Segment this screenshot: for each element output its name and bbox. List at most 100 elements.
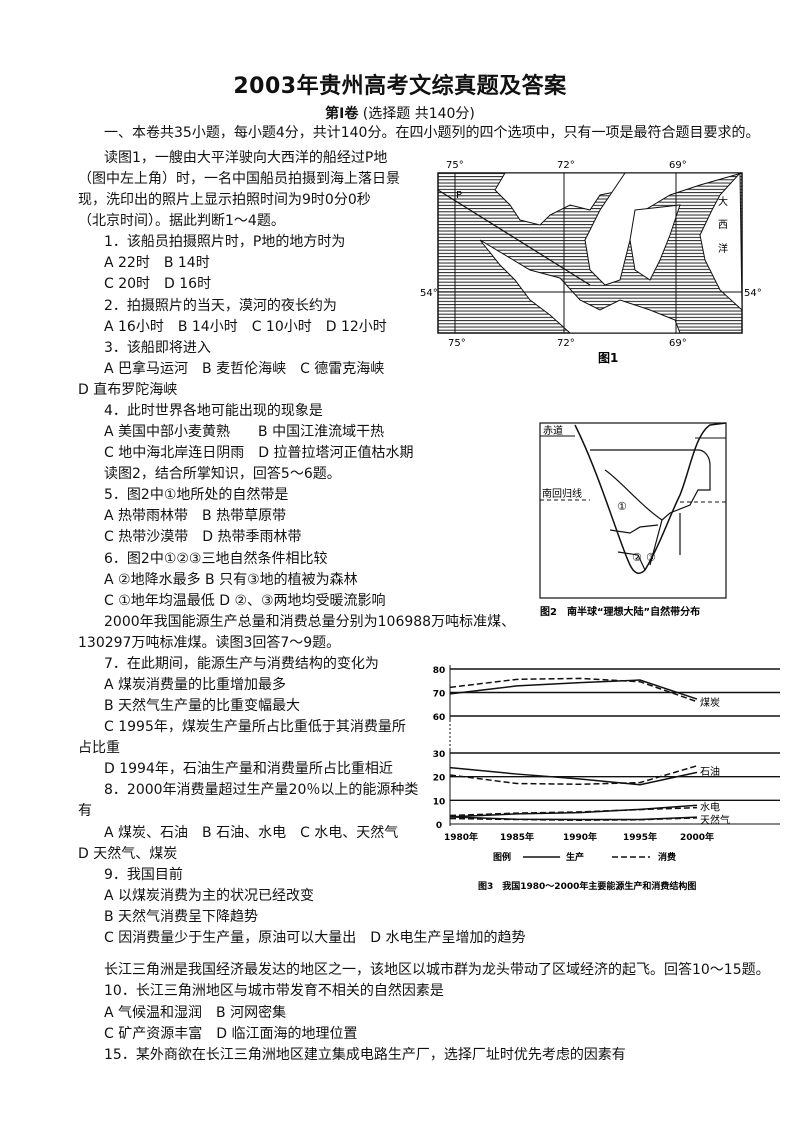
- text-line: 3．该船即将进入: [104, 339, 211, 356]
- text-line: D 1994年，石油生产量和消费量所占比重相近: [104, 761, 393, 778]
- text-line: 读图2，结合所掌知识，回答5～6题。: [104, 466, 341, 483]
- volume-note: (选择题 共140分): [362, 106, 475, 122]
- text-line: 4．此时世界各地可能出现的现象是: [104, 402, 323, 419]
- series-line-consumption: [449, 765, 698, 785]
- instructions: 一、本卷共35小题，每小题4分，共计140分。在四小题列的四个选项中，只有一项是…: [104, 125, 760, 141]
- y-tick-label: 70: [433, 690, 446, 700]
- text-line: B 天然气生产量的比重变幅最大: [104, 698, 301, 715]
- series-line-consumption: [449, 677, 698, 703]
- figure1-caption: 图1: [598, 351, 618, 365]
- y-tick-label: 60: [433, 713, 446, 723]
- text-line: （图中左上角）时，一名中国船员拍摄到海上落日景: [78, 171, 400, 188]
- text-line: 5．图2中①地所处的自然带是: [104, 487, 289, 504]
- text-line: A 煤炭消费量的比重增加最多: [104, 677, 287, 693]
- x-tick-label: 1980年: [444, 831, 478, 843]
- text-line: A 气候温和湿润 B 河网密集: [104, 1004, 287, 1021]
- figure1-map: 75° 72° 69° 75° 72° 69° 54° 54° P 大 西 洋 …: [420, 160, 762, 365]
- lat-label: 54°: [420, 288, 438, 299]
- text-line: A 以煤炭消费为主的状况已经改变: [104, 887, 315, 904]
- text-line: D 直布罗陀海峡: [78, 381, 178, 398]
- text-line: 现，洗印出的照片上显示拍照时间为9时0分0秒: [78, 192, 371, 209]
- figure2-caption: 图2 南半球“理想大陆”自然带分布: [540, 605, 700, 618]
- land-mass: [629, 204, 681, 281]
- text-line: 有: [78, 803, 92, 820]
- series-label: 水电: [700, 800, 720, 813]
- point-p-label: P: [456, 190, 462, 201]
- text-line: A ②地降水最多 B 只有③地的植被为森林: [104, 571, 358, 588]
- x-tick-label: 1995年: [623, 831, 657, 843]
- series-line-consumption: [449, 806, 698, 817]
- text-line: C 因消费量少于生产量，原油可以大量出 D 水电生产呈增加的趋势: [104, 929, 526, 946]
- ocean-label: 洋: [718, 242, 728, 255]
- text-line: D 天然气、煤炭: [78, 845, 178, 862]
- text-line: 9．我国目前: [104, 866, 183, 883]
- lon-label: 72°: [557, 160, 575, 171]
- ocean-label: 西: [718, 220, 728, 231]
- ship-route: [437, 189, 591, 286]
- text-line: A 煤炭、石油 B 石油、水电 C 水电、天然气: [104, 824, 399, 841]
- text-line: （北京时间）。据此判断1～4题。: [78, 213, 285, 230]
- text-line: A 16小时 B 14小时 C 10小时 D 12小时: [104, 318, 387, 335]
- tropic-label: 南回归线: [542, 487, 582, 500]
- text-line: C 20时 D 16时: [104, 276, 212, 293]
- lon-label: 69°: [669, 338, 687, 349]
- text-line: 长江三角洲是我国经济最发达的地区之一，该地区以城市群为龙头带动了区域经济的起飞。…: [104, 962, 770, 978]
- text-line: C 热带沙漠带 D 热带季雨林带: [104, 529, 302, 546]
- legend-consumption: 消费: [658, 851, 676, 863]
- text-line: 2．拍摄照片的当天，漠河的夜长约为: [104, 297, 337, 314]
- equator-label: 赤道: [543, 424, 563, 437]
- text-line: 读图1，一艘由大平洋驶向大西洋的船经过P地: [104, 150, 388, 166]
- lon-label: 75°: [446, 160, 464, 171]
- text-line: 2000年我国能源生产总量和消费总量分别为106988万吨标准煤、: [104, 613, 516, 630]
- x-tick-label: 1985年: [500, 831, 534, 843]
- series-line-production: [449, 804, 698, 818]
- text-line: 10．长江三角洲地区与城市带发育不相关的自然因素是: [104, 983, 444, 1000]
- text-line: C 1995年，煤炭生产量所占比重低于其消费量所: [104, 719, 406, 736]
- text-line: A 美国中部小麦黄熟 B 中国江淮流域干热: [104, 424, 385, 441]
- ocean-label: 大: [718, 195, 728, 208]
- lon-label: 75°: [448, 338, 466, 349]
- land-mass: [479, 239, 681, 334]
- series-line-production: [449, 679, 698, 700]
- y-tick-label: 0: [436, 821, 442, 831]
- continent-outline: [574, 422, 727, 575]
- land-mass: [584, 172, 743, 286]
- text-line: C 地中海北岸连日阴雨 D 拉普拉塔河正值枯水期: [104, 445, 414, 462]
- series-label: 天然气: [700, 813, 730, 826]
- series-line-consumption: [449, 817, 698, 821]
- x-tick-label: 2000年: [680, 831, 714, 843]
- zone-label: ②: [632, 551, 642, 564]
- zone-label: ①: [617, 500, 627, 513]
- text-line: 7．在此期间，能源生产与消费结构的变化为: [104, 655, 379, 672]
- text-line: C 矿产资源丰富 D 临江面海的地理位置: [104, 1025, 358, 1042]
- legend-production: 生产: [566, 851, 584, 863]
- x-tick-label: 1990年: [563, 831, 597, 843]
- text-line: 8．2000年消费量超过生产量20％以上的能源种类: [104, 782, 419, 799]
- volume-label: 第I卷: [325, 106, 359, 122]
- lon-label: 69°: [669, 160, 687, 171]
- page-title: 2003年贵州高考文综真题及答案: [233, 74, 567, 99]
- lat-label: 54°: [744, 288, 762, 299]
- text-line: A 巴拿马运河 B 麦哲伦海峡 C 德雷克海峡: [104, 360, 385, 377]
- text-line: B 天然气消费呈下降趋势: [104, 908, 259, 925]
- y-tick-label: 20: [433, 774, 446, 784]
- series-label: 石油: [700, 765, 720, 778]
- text-line: 15．某外商欲在长江三角洲地区建立集成电路生产厂，选择厂址时优先考虑的因素有: [104, 1047, 626, 1063]
- lon-label: 72°: [557, 338, 575, 349]
- y-tick-label: 30: [433, 750, 446, 760]
- text-line: A 22时 B 14时: [104, 255, 210, 272]
- legend-label: 图例: [493, 851, 511, 863]
- volume-heading: 第I卷 (选择题 共140分): [0, 103, 800, 123]
- series-label: 煤炭: [700, 696, 720, 709]
- text-line: A 热带雨林带 B 热带草原带: [104, 508, 287, 525]
- figure2-diagram: 赤道 南回归线 ① ② ③ 图2 南半球“理想大陆”自然带分布: [539, 422, 727, 618]
- figure3-caption: 图3 我国1980～2000年主要能源生产和消费结构图: [478, 880, 696, 892]
- text-line: 1．该船员拍摄照片时，P地的地方时为: [104, 234, 346, 251]
- y-tick-label: 10: [433, 797, 446, 807]
- text-line: 130297万吨标准煤。读图3回答7～9题。: [78, 634, 341, 651]
- text-line: C ①地年均温最低 D ②、③两地均受暖流影响: [104, 592, 386, 609]
- series-line-production: [449, 766, 698, 786]
- land-mass: [699, 171, 743, 312]
- y-tick-label: 80: [433, 666, 446, 676]
